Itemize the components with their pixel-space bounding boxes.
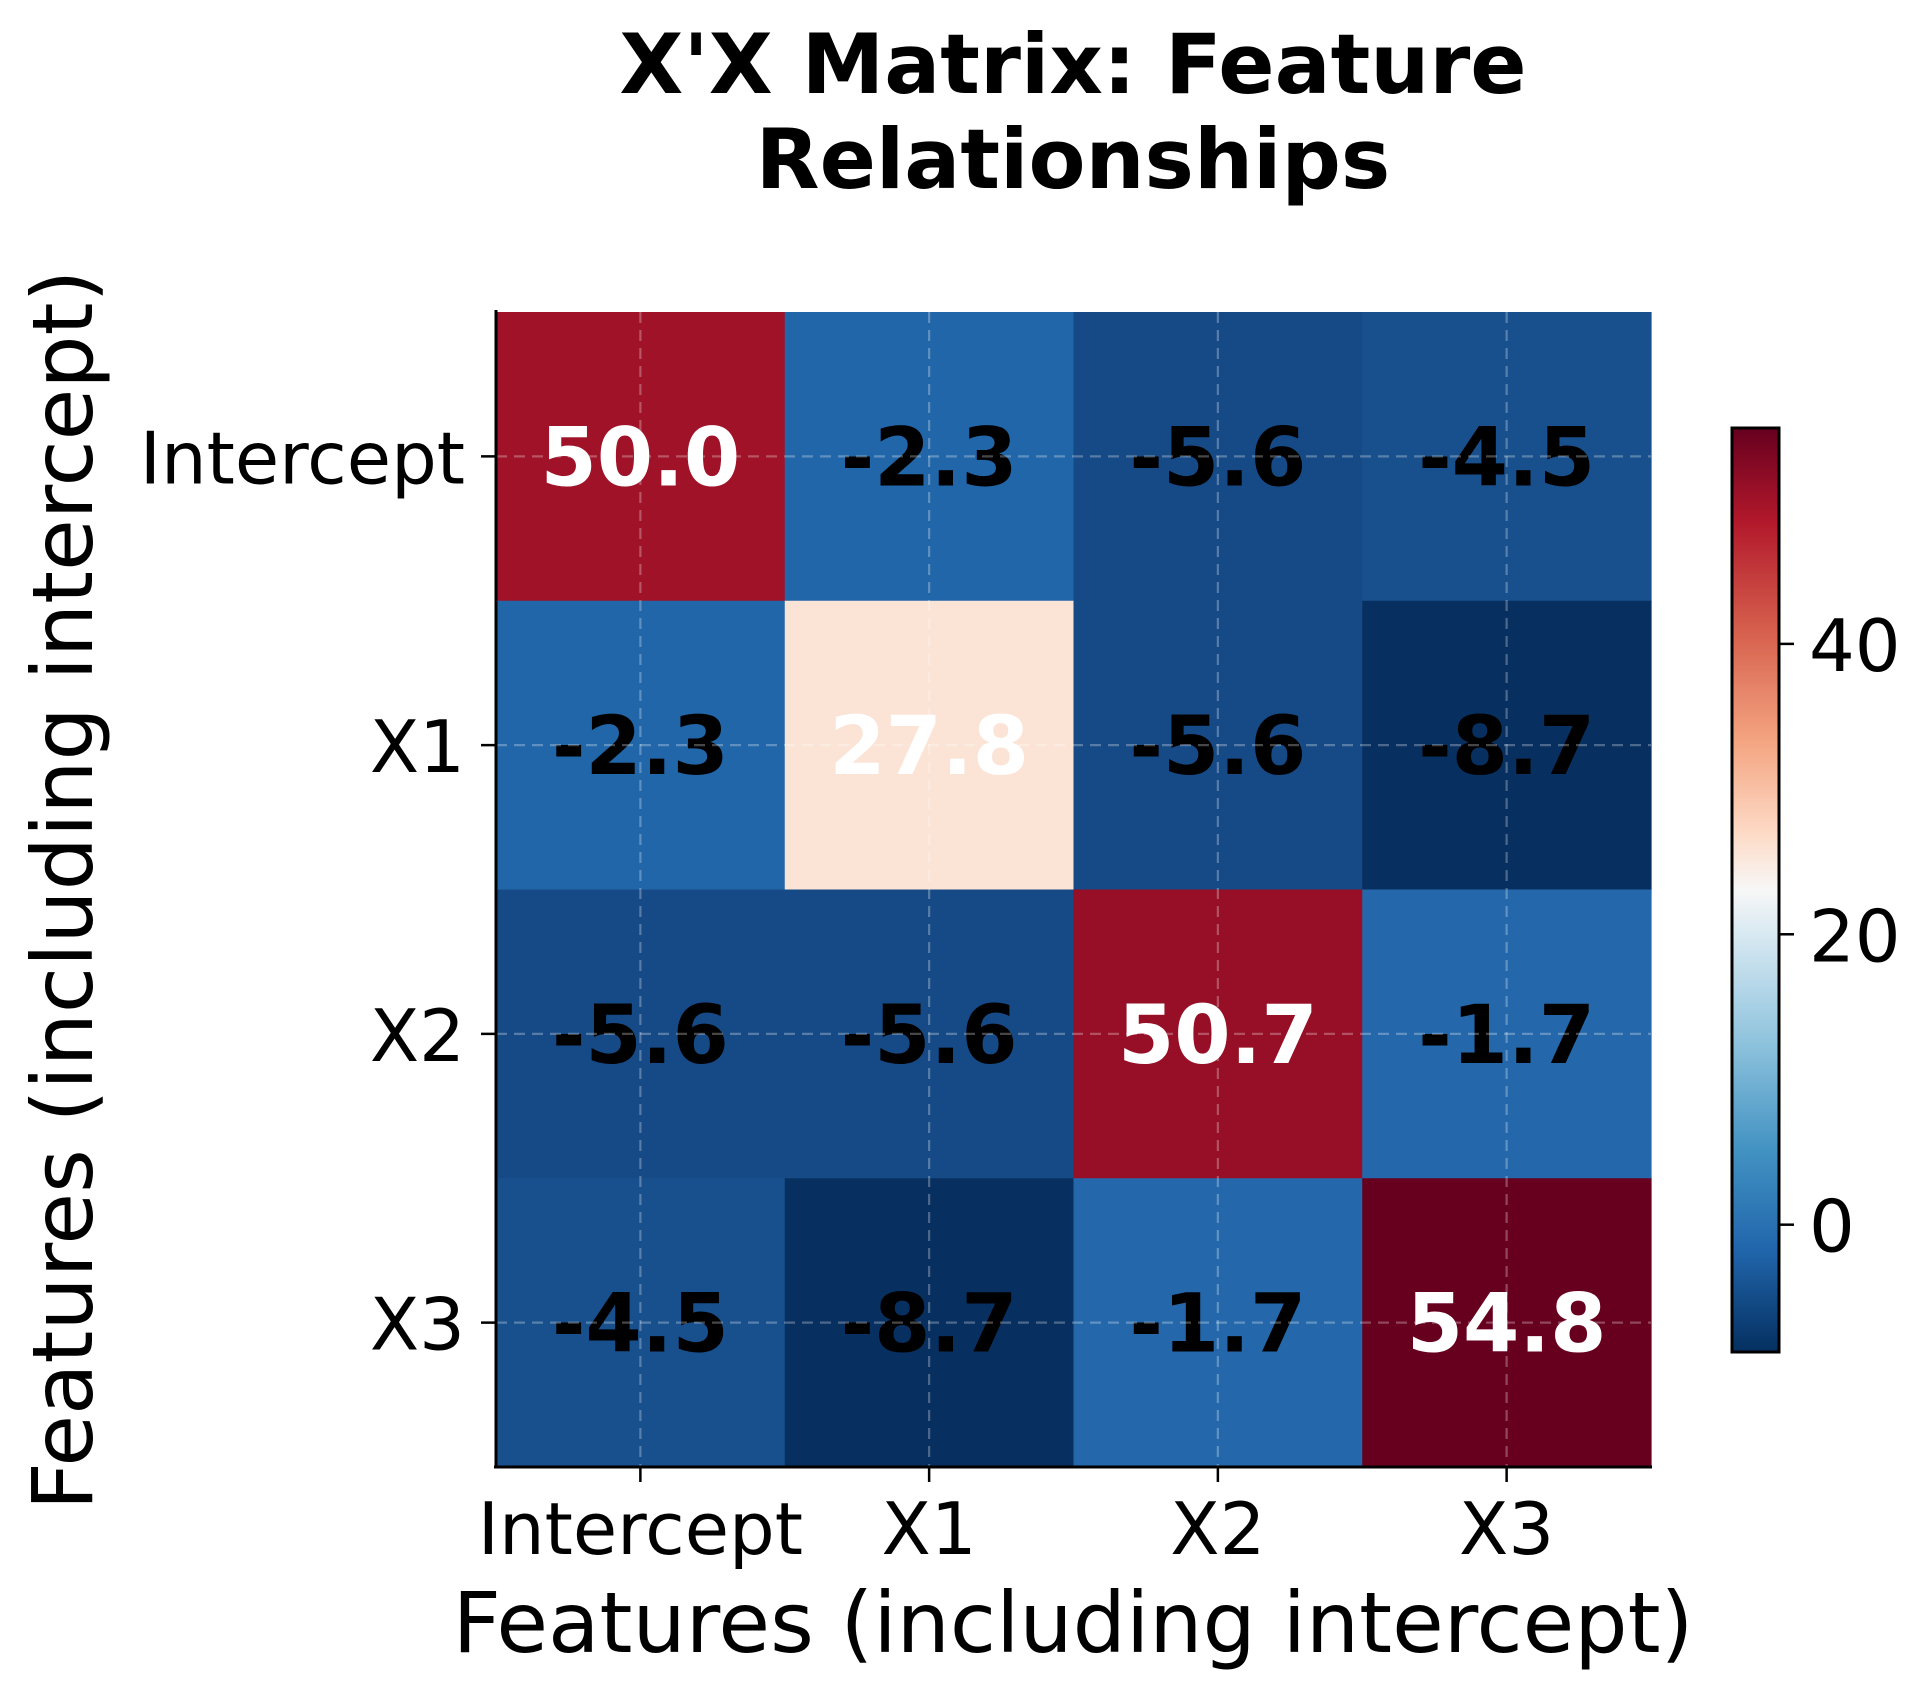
x-tick-label: X2: [1170, 1487, 1265, 1571]
cell-value-label: -2.3: [841, 411, 1018, 505]
colorbar-tick-label: 0: [1809, 1185, 1855, 1269]
cell-value-label: -5.6: [841, 989, 1018, 1083]
colorbar-outline: [1730, 426, 1781, 1354]
heatmap-cell: 50.0: [496, 312, 786, 602]
y-tick-label: X1: [370, 705, 465, 789]
heatmap-cell-fill: [784, 1178, 1075, 1468]
heatmap-cell: -8.7: [784, 1178, 1075, 1468]
colorbar-tick-label: 40: [1809, 604, 1901, 688]
cell-value-label: -4.5: [1418, 411, 1595, 505]
colorbar: 0 20 40: [1730, 426, 1901, 1354]
y-tick-label: X3: [370, 1283, 465, 1367]
cell-value-label: -5.6: [552, 989, 729, 1083]
x-axis-ticks: Intercept X1 X2 X3: [478, 1467, 1554, 1571]
cell-value-label: 50.7: [1118, 989, 1318, 1083]
heatmap-cell-fill: [1362, 312, 1652, 602]
heatmap-cell: -1.7: [1362, 889, 1652, 1179]
y-axis-label: Features (including intercept): [14, 270, 112, 1511]
cell-value-label: -5.6: [1129, 411, 1306, 505]
x-tick-label: X3: [1459, 1487, 1554, 1571]
heatmap-cell: -5.6: [784, 889, 1075, 1179]
heatmap-cell: 54.8: [1362, 1178, 1652, 1468]
heatmap-cells: 50.0 -2.3 -5.6 -4.5 -2.3 27.8 -5.6 -8.7 -5.6 -5.6…: [496, 312, 1652, 1468]
heatmap-cell: 27.8: [784, 600, 1075, 891]
heatmap-cell: -5.6: [1073, 312, 1363, 602]
cell-value-label: -1.7: [1418, 989, 1595, 1083]
colorbar-ticks: 0 20 40: [1779, 604, 1901, 1269]
colorbar-tick-label: 20: [1809, 894, 1901, 978]
heatmap-cell-fill: [784, 889, 1075, 1179]
cell-value-label: -8.7: [1418, 700, 1595, 794]
heatmap-cell: -5.6: [496, 889, 786, 1179]
cell-value-label: -4.5: [552, 1278, 729, 1372]
heatmap-cell-fill: [496, 312, 786, 602]
heatmap-cell: -4.5: [1362, 312, 1652, 602]
heatmap-cell-fill: [496, 600, 786, 891]
y-tick-label: Intercept: [140, 416, 465, 500]
chart-title-line-2: Relationships: [756, 111, 1391, 208]
heatmap-cell-fill: [496, 889, 786, 1179]
heatmap-cell: -2.3: [784, 312, 1075, 602]
heatmap-cell-fill: [1073, 312, 1363, 602]
gridlines: [496, 312, 1651, 1467]
x-tick-label: Intercept: [478, 1487, 803, 1571]
x-tick-label: X1: [882, 1487, 977, 1571]
cell-value-label: -2.3: [552, 700, 729, 794]
cell-value-label: -1.7: [1129, 1278, 1306, 1372]
heatmap-cell: 50.7: [1073, 889, 1363, 1179]
heatmap-cell-fill: [784, 312, 1075, 602]
heatmap-cell-fill: [496, 1178, 786, 1468]
heatmap-cell-fill: [1073, 1178, 1363, 1468]
heatmap-cell: -5.6: [1073, 600, 1363, 891]
y-axis-ticks: Intercept X1 X2 X3: [140, 416, 496, 1367]
heatmap-cell: -8.7: [1362, 600, 1652, 891]
y-tick-label: X2: [370, 994, 465, 1078]
heatmap-cell-fill: [784, 600, 1075, 891]
heatmap-cell-fill: [1073, 600, 1363, 891]
heatmap-cell-fill: [1362, 889, 1652, 1179]
cell-value-label: -8.7: [841, 1278, 1018, 1372]
colorbar-gradient-bar: [1733, 429, 1778, 1351]
heatmap-cell-fill: [1073, 889, 1363, 1179]
chart-title: X'X Matrix: Feature Relationships: [619, 16, 1526, 208]
cell-value-label: -5.6: [1129, 700, 1306, 794]
heatmap-cell: -1.7: [1073, 1178, 1363, 1468]
cell-value-label: 50.0: [540, 411, 740, 505]
cell-value-label: 27.8: [829, 700, 1029, 794]
heatmap-cell: -4.5: [496, 1178, 786, 1468]
chart-title-line-1: X'X Matrix: Feature: [619, 16, 1526, 113]
x-axis-label: Features (including intercept): [453, 1574, 1694, 1672]
heatmap-cell: -2.3: [496, 600, 786, 891]
cell-value-label: 54.8: [1407, 1278, 1607, 1372]
heatmap-cell-fill: [1362, 1178, 1652, 1468]
heatmap-cell-fill: [1362, 600, 1652, 891]
